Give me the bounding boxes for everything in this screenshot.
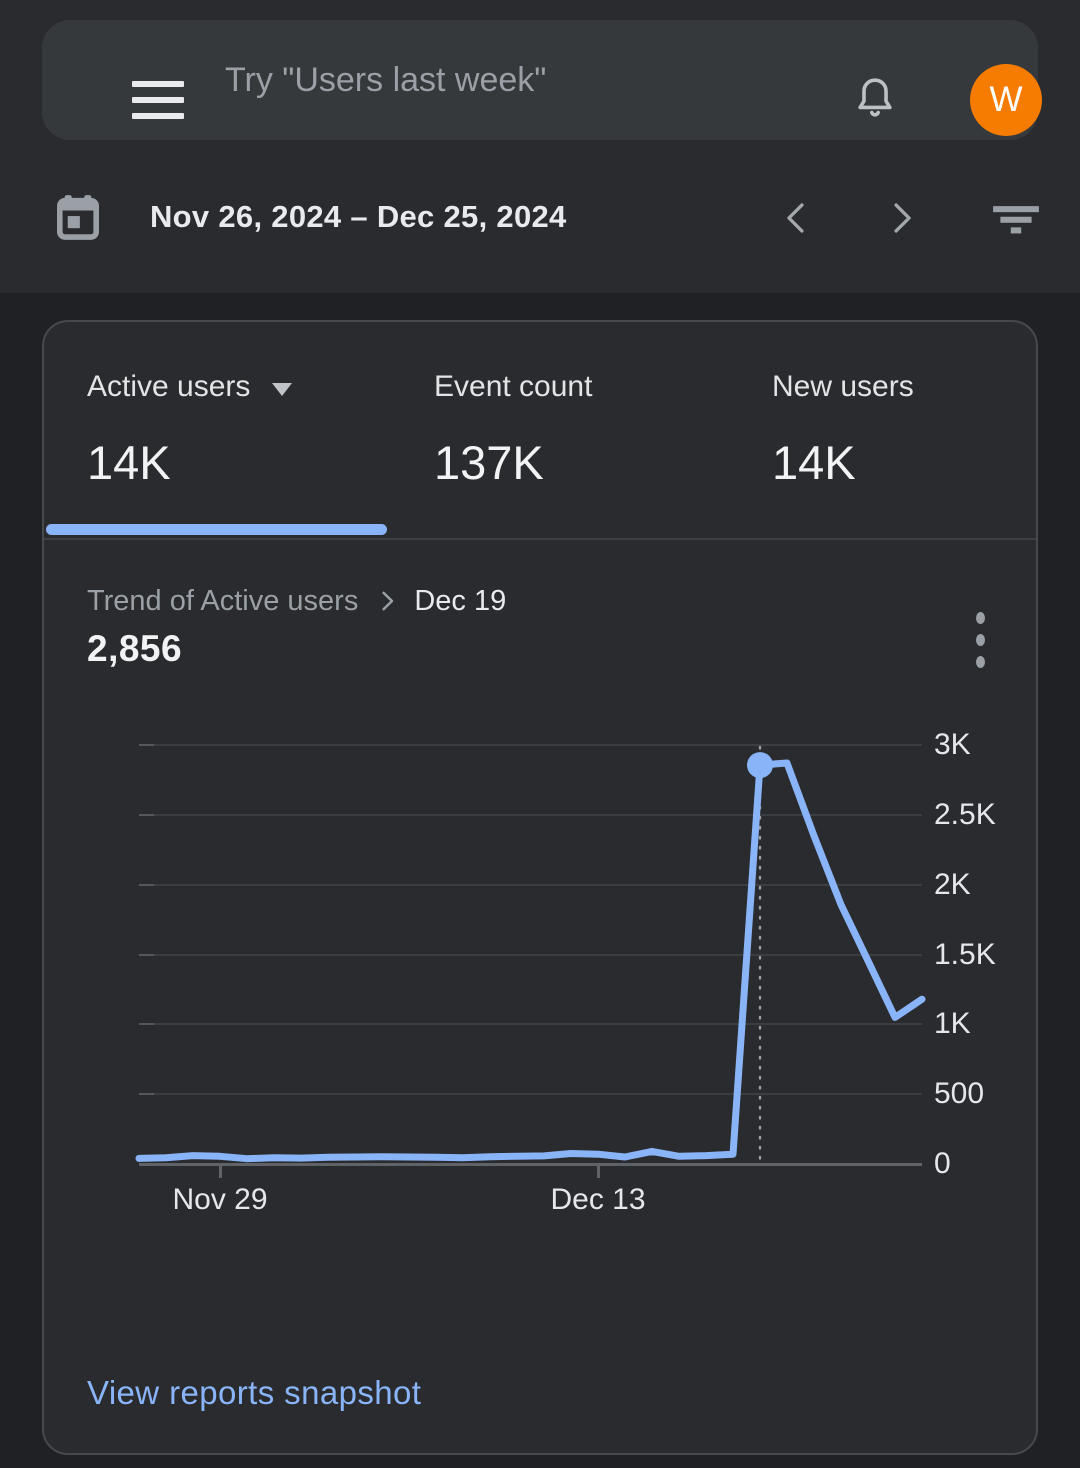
search-bar[interactable]: Try "Users last week" W [42, 20, 1042, 140]
selected-tab-indicator [46, 524, 387, 535]
tab-active-users[interactable]: Active users 14K [87, 367, 293, 491]
trend-line [135, 759, 926, 1163]
x-axis-tick [597, 1166, 600, 1178]
account-avatar[interactable]: W [970, 64, 1042, 136]
metric-value: 137K [434, 436, 544, 489]
gridline [139, 1093, 922, 1096]
y-axis-label: 2K [934, 867, 971, 901]
y-axis-label: 1K [934, 1007, 971, 1041]
search-placeholder[interactable]: Try "Users last week" [225, 60, 547, 99]
dropdown-caret-icon [272, 382, 293, 396]
y-axis-label: 1.5K [934, 937, 996, 971]
y-axis-label: 500 [934, 1077, 985, 1111]
y-axis-label: 3K [934, 728, 971, 761]
divider [44, 538, 1036, 540]
overview-card: Active users 14K Event count 137K New us… [42, 320, 1038, 1455]
trend-header: Trend of Active users Dec 19 [87, 580, 506, 622]
metric-label: Active users [87, 370, 251, 403]
gridline [139, 1023, 922, 1026]
app-header: Try "Users last week" W Nov 26, 2024 [0, 0, 1080, 293]
x-axis-label: Dec 13 [550, 1183, 646, 1216]
notifications-icon[interactable] [848, 73, 902, 127]
gridline [139, 953, 922, 956]
x-axis-tick [219, 1166, 222, 1178]
menu-icon[interactable] [132, 81, 184, 119]
x-axis-label: Nov 29 [172, 1183, 268, 1216]
tab-new-users[interactable]: New users 14K [772, 367, 914, 491]
gridline [139, 1163, 922, 1166]
gridline [139, 883, 922, 886]
next-period-icon[interactable] [880, 197, 922, 239]
kebab-menu-icon[interactable] [960, 604, 1000, 676]
calendar-icon[interactable] [50, 187, 106, 247]
gridline [139, 813, 922, 816]
previous-period-icon[interactable] [776, 197, 818, 239]
selected-data-point[interactable] [747, 752, 773, 779]
y-axis-label: 0 [934, 1147, 951, 1180]
date-range[interactable]: Nov 26, 2024 – Dec 25, 2024 [150, 199, 567, 234]
trend-selected-value: 2,856 [87, 628, 183, 669]
trend-selected-date: Dec 19 [414, 585, 507, 617]
gridline [139, 744, 922, 746]
metric-label: Event count [434, 370, 593, 403]
filter-icon[interactable] [991, 193, 1041, 243]
metric-value: 14K [772, 436, 856, 489]
date-picker-row: Nov 26, 2024 – Dec 25, 2024 [0, 185, 1080, 255]
metric-value: 14K [87, 436, 171, 489]
chevron-right-icon [382, 591, 394, 611]
tab-event-count[interactable]: Event count 137K [434, 367, 592, 491]
view-reports-snapshot-link[interactable]: View reports snapshot [87, 1374, 422, 1411]
y-axis-label: 2.5K [934, 797, 996, 831]
trend-title: Trend of Active users [87, 585, 359, 617]
metric-label: New users [772, 370, 914, 403]
trend-line-chart[interactable]: 0 500 1K 1.5K 2K 2.5K 3K Nov 29 Dec 13 [135, 728, 996, 1216]
trend-line-svg [135, 745, 926, 1164]
